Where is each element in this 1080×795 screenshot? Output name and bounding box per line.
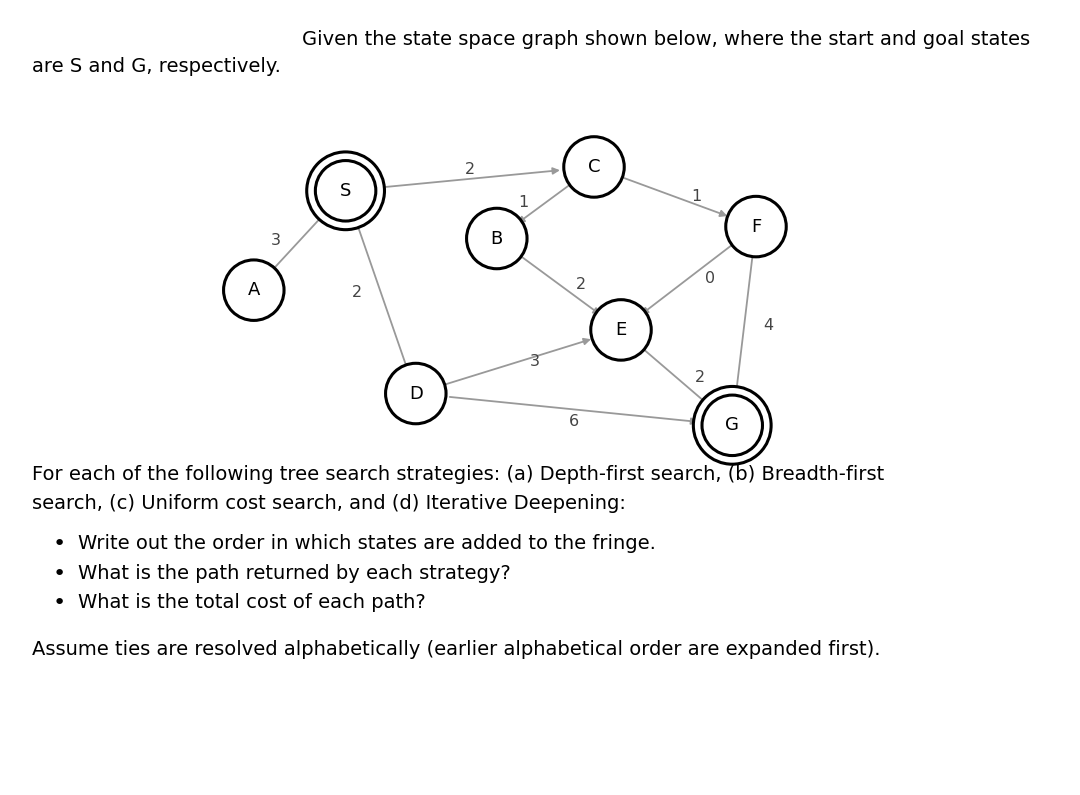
Text: D: D [409, 385, 422, 402]
Text: 0: 0 [705, 271, 715, 285]
Text: Write out the order in which states are added to the fringe.: Write out the order in which states are … [78, 534, 656, 553]
Ellipse shape [315, 161, 376, 221]
Text: 1: 1 [691, 189, 702, 204]
Text: 2: 2 [464, 162, 475, 176]
Text: A: A [247, 281, 260, 299]
Ellipse shape [726, 196, 786, 257]
Text: search, (c) Uniform cost search, and (d) Iterative Deepening:: search, (c) Uniform cost search, and (d)… [32, 494, 626, 514]
Ellipse shape [702, 395, 762, 456]
Text: S: S [340, 182, 351, 200]
Text: Assume ties are resolved alphabetically (earlier alphabetical order are expanded: Assume ties are resolved alphabetically … [32, 640, 881, 659]
Text: What is the path returned by each strategy?: What is the path returned by each strate… [78, 564, 511, 583]
Text: are S and G, respectively.: are S and G, respectively. [32, 57, 281, 76]
Text: B: B [490, 230, 503, 247]
Text: F: F [751, 218, 761, 235]
Ellipse shape [307, 152, 384, 230]
Text: Given the state space graph shown below, where the start and goal states: Given the state space graph shown below,… [302, 30, 1030, 49]
Text: G: G [726, 417, 739, 434]
Text: E: E [616, 321, 626, 339]
Text: 2: 2 [696, 370, 705, 385]
Ellipse shape [467, 208, 527, 269]
Ellipse shape [591, 300, 651, 360]
Text: For each of the following tree search strategies: (a) Depth-first search, (b) Br: For each of the following tree search st… [32, 465, 885, 484]
Text: •: • [53, 593, 66, 613]
Text: 6: 6 [569, 414, 579, 429]
Text: 4: 4 [762, 319, 773, 333]
Text: •: • [53, 564, 66, 584]
Text: What is the total cost of each path?: What is the total cost of each path? [78, 593, 426, 612]
Text: 3: 3 [271, 233, 281, 248]
Text: 1: 1 [518, 196, 529, 210]
Ellipse shape [386, 363, 446, 424]
Ellipse shape [564, 137, 624, 197]
Text: 2: 2 [576, 277, 585, 292]
Text: 2: 2 [352, 285, 362, 300]
Text: 3: 3 [529, 355, 540, 369]
Text: •: • [53, 534, 66, 554]
Ellipse shape [693, 386, 771, 464]
Ellipse shape [224, 260, 284, 320]
Text: C: C [588, 158, 600, 176]
